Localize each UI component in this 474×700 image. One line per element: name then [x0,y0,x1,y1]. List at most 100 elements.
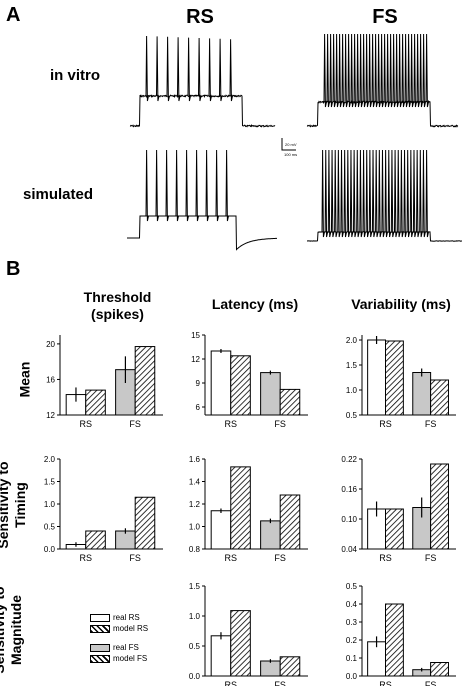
y-tick-label: 1.2 [189,500,201,509]
y-tick-label: 0.4 [346,600,358,609]
y-tick-label: 1.0 [44,500,56,509]
column-title-latency: Latency (ms) [211,296,299,312]
bar-model-fs [279,656,301,677]
legend-swatch-model-fs [90,654,110,663]
bar-model-fs [134,496,156,550]
bar-model-fs [279,388,301,416]
scale-bar-voltage-label: 20 mV [285,142,297,147]
legend-item-model-rs: model RS [90,623,148,634]
bar-real-rs [210,635,232,677]
bar-model-rs [230,355,251,416]
category-label: RS [224,680,237,686]
legend-item-model-fs: model FS [90,653,148,664]
chart-magnitude-variability: 0.0 0.1 0.2 0.3 0.4 0.5 RS FS [346,582,456,686]
bar-real-rs [210,350,232,416]
chart-mean-variability: 0.5 1.0 1.5 2.0 RS FS [346,335,456,429]
chart-timing-latency: 0.8 1.0 1.2 1.4 1.6 RS FS [189,455,308,563]
y-tick-label: 1.0 [189,523,201,532]
category-label: RS [79,419,92,429]
y-tick-label: 6 [196,403,201,412]
bar-model-rs [85,389,106,416]
legend-swatch-model-rs [90,624,110,633]
y-tick-label: 0.5 [189,642,201,651]
bar-model-rs [85,530,106,550]
legend-item-real-rs: real RS [90,612,148,623]
y-tick-label: 0.1 [346,654,358,663]
y-tick-label: 12 [191,355,200,364]
y-tick-label: 0.0 [346,672,358,681]
category-label: FS [425,553,437,563]
category-label: RS [224,419,237,429]
y-tick-label: 0.10 [341,515,357,524]
legend-item-real-fs: real FS [90,642,148,653]
trace-fs-in-vitro [306,33,459,128]
category-label: FS [274,553,286,563]
legend-swatch-real-fs [90,643,110,652]
y-tick-label: 2.0 [346,336,358,345]
bar-model-fs [430,379,449,416]
y-tick-label: 0.8 [189,545,201,554]
y-tick-label: 1.0 [346,386,358,395]
bar-model-rs [230,610,251,677]
panel-b-label: B [6,258,21,280]
chart-timing-variability: 0.04 0.10 0.16 0.22 RS FS [341,455,456,563]
y-tick-label: 1.4 [189,478,201,487]
trace-fs-simulated [307,149,462,242]
bar-real-fs [412,372,432,416]
y-tick-label: 0.04 [341,545,357,554]
y-tick-label: 0.0 [44,545,56,554]
trace-rs-simulated [127,149,277,251]
bar-real-fs [260,520,281,550]
y-tick-label: 12 [46,411,55,420]
voltage-traces: 20 mV 100 ms [127,33,462,251]
column-title-rs: RS [186,6,214,28]
category-label: RS [224,553,237,563]
category-label: RS [379,419,392,429]
y-tick-label: 0.16 [341,485,357,494]
y-tick-label: 1.6 [189,455,201,464]
bar-model-rs [230,466,251,550]
bar-real-rs [367,339,387,416]
y-tick-label: 0.0 [189,672,201,681]
y-tick-label: 0.5 [346,582,358,591]
bar-model-rs [385,340,404,416]
y-tick-label: 1.0 [189,612,201,621]
chart-mean-latency: 6 9 12 15 RS FS [191,331,308,429]
y-tick-label: 1.5 [44,478,56,487]
category-label: FS [129,553,141,563]
category-label: RS [379,680,392,686]
bar-model-fs [134,346,156,416]
y-tick-label: 0.5 [346,411,358,420]
y-tick-label: 0.22 [341,455,357,464]
bar-model-rs [385,603,404,677]
y-tick-label: 0.3 [346,618,358,627]
bar-real-rs [210,510,232,550]
y-tick-label: 16 [46,375,55,384]
y-tick-label: 15 [191,331,200,340]
bar-model-fs [279,494,301,550]
bar-model-fs [430,662,449,677]
legend-label-real-fs: real FS [113,643,139,652]
category-label: FS [425,419,437,429]
y-tick-label: 2.0 [44,455,56,464]
bar-model-rs [385,508,404,550]
category-label: RS [79,553,92,563]
bar-real-fs [260,660,281,677]
legend-label-model-rs: model RS [113,624,149,633]
scale-bar-time-label: 100 ms [284,152,297,157]
legend: real RS model RS real FS model FS [90,612,148,664]
y-tick-label: 9 [196,379,201,388]
chart-mean-threshold: 12 16 20 RS FS [46,335,163,429]
row-title-in-vitro: in vitro [50,67,101,84]
y-tick-label: 1.5 [346,361,358,370]
column-title-threshold: Threshold (spikes) [83,289,152,322]
chart-magnitude-latency: 0.0 0.5 1.0 1.5 RS FS [189,582,308,686]
bar-model-fs [430,463,449,550]
column-title-fs: FS [372,6,398,28]
scale-bar: 20 mV 100 ms [281,138,297,157]
legend-swatch-real-rs [90,613,110,622]
legend-label-real-rs: real RS [113,613,140,622]
column-title-variability: Variability (ms) [351,296,451,312]
chart-timing-threshold: 0.0 0.5 1.0 1.5 2.0 RS FS [44,455,163,563]
category-label: RS [379,553,392,563]
